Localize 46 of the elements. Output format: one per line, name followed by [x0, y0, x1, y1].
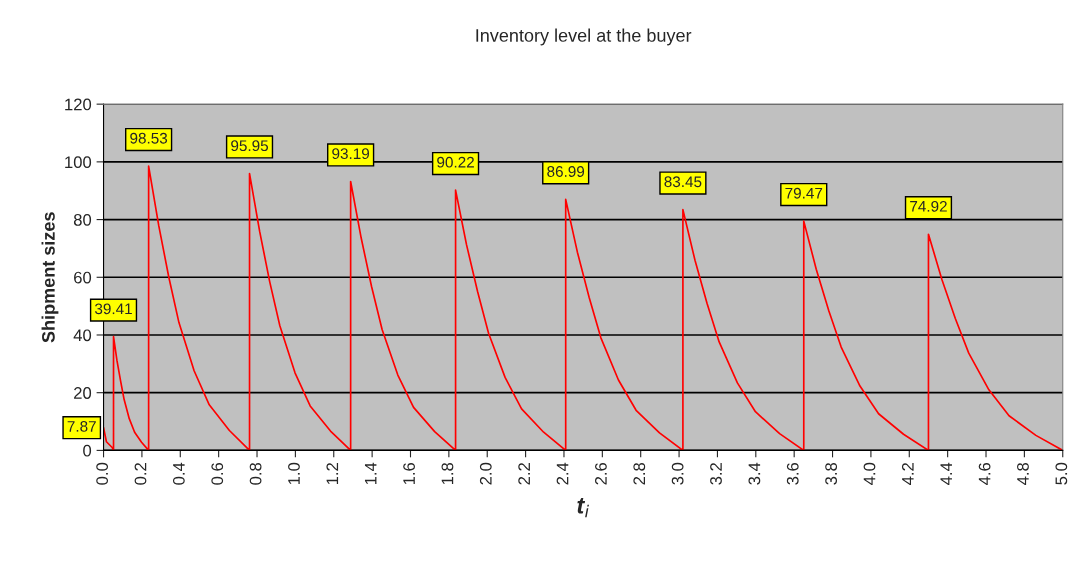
x-tick-label: 2.8	[633, 462, 646, 485]
x-tick-label: 1.8	[441, 462, 454, 485]
x-tick-label: 1.0	[288, 462, 300, 485]
x-tick-label: 3.6	[786, 462, 799, 485]
x-tick-label: 2.6	[595, 462, 607, 485]
x-tick-label: 4.2	[901, 463, 914, 485]
chart-title: Inventory level at the buyer	[476, 28, 692, 46]
x-tick-label: 2.4	[556, 462, 569, 485]
data-label: 90.22	[437, 156, 474, 168]
data-label: 7.87	[67, 420, 96, 432]
y-tick-label: 40	[73, 329, 92, 342]
y-tick-label: 100	[65, 156, 92, 169]
x-tick-label: 0.8	[249, 462, 262, 485]
x-tick-label: 1.4	[364, 462, 377, 485]
y-tick-label: 20	[74, 387, 92, 399]
x-tick-label: 1.2	[326, 463, 339, 485]
x-tick-label: 0.6	[211, 462, 224, 485]
x-tick-label: 4.6	[978, 462, 991, 485]
y-tick-label: 60	[74, 271, 92, 284]
x-tick-label: 0.4	[172, 462, 185, 485]
x-tick-label: 4.8	[1017, 462, 1029, 485]
data-label: 83.45	[664, 176, 702, 188]
x-tick-label: 2.2	[518, 463, 530, 485]
y-tick-label: 0	[83, 444, 92, 457]
data-label: 86.99	[547, 166, 585, 177]
x-tick-label: 3.4	[748, 462, 761, 485]
x-tick-label: 3.8	[825, 462, 838, 485]
x-tick-label: 3.2	[710, 463, 722, 485]
x-tick-label: 2.0	[479, 462, 492, 485]
x-tick-label: 4.4	[940, 462, 952, 485]
y-axis-title: Shipment sizes	[41, 212, 59, 343]
data-label: 98.53	[130, 132, 168, 144]
x-tick-label: 1.6	[403, 462, 415, 485]
y-tick-label: 80	[73, 213, 92, 226]
data-label: 79.47	[785, 187, 823, 199]
data-label: 39.41	[94, 303, 132, 315]
data-label: 74.92	[910, 200, 947, 212]
x-axis-title: t$_{i}$	[577, 498, 590, 518]
x-tick-label: 3.0	[671, 462, 684, 485]
x-tick-label: 0.0	[96, 462, 109, 485]
data-label: 93.19	[332, 148, 370, 160]
x-tick-label: 4.0	[863, 462, 876, 485]
data-label: 95.95	[231, 140, 269, 152]
x-tick-label: 0.2	[134, 463, 147, 485]
y-tick-label: 120	[65, 98, 92, 111]
x-tick-label: 5.0	[1055, 462, 1068, 485]
